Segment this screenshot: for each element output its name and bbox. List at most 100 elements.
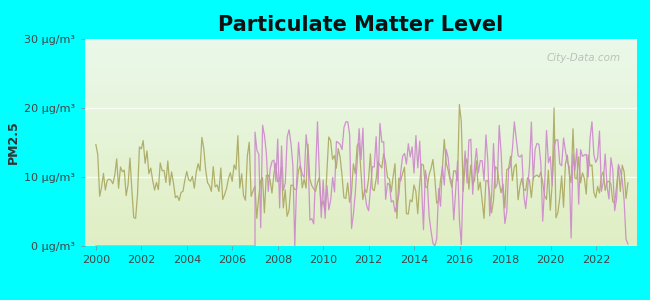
Bar [84, 90, 637, 91]
Bar [84, 235, 637, 236]
Bar [84, 147, 637, 148]
Bar [84, 70, 637, 71]
Bar [84, 117, 637, 118]
Bar [84, 140, 637, 142]
Bar [84, 243, 637, 244]
Bar [84, 41, 637, 42]
Bar [84, 164, 637, 165]
Bar [84, 145, 637, 146]
Bar [84, 107, 637, 108]
Bar [84, 116, 637, 117]
Bar [84, 129, 637, 130]
Bar [84, 80, 637, 81]
Bar [84, 234, 637, 235]
Bar [84, 155, 637, 156]
Bar [84, 152, 637, 153]
Bar [84, 108, 637, 110]
Bar [84, 60, 637, 61]
Bar [84, 130, 637, 131]
Bar [84, 194, 637, 195]
Bar [84, 113, 637, 115]
Title: Particulate Matter Level: Particulate Matter Level [218, 15, 503, 35]
Bar [84, 135, 637, 136]
Bar [84, 168, 637, 169]
Bar [84, 188, 637, 189]
Bar [84, 132, 637, 133]
Bar [84, 59, 637, 60]
Bar [84, 118, 637, 119]
Bar [84, 64, 637, 65]
Bar [84, 162, 637, 163]
Bar [84, 121, 637, 122]
Bar [84, 44, 637, 45]
Bar [84, 125, 637, 126]
Bar [84, 92, 637, 93]
Bar [84, 202, 637, 203]
Bar [84, 244, 637, 245]
Bar [84, 137, 637, 138]
Bar [84, 219, 637, 220]
Bar [84, 143, 637, 145]
Text: City-Data.com: City-Data.com [546, 53, 620, 64]
Bar [84, 159, 637, 160]
Bar [84, 47, 637, 48]
Bar [84, 195, 637, 196]
Bar [84, 69, 637, 70]
Bar [84, 40, 637, 41]
Bar [84, 61, 637, 62]
Bar [84, 240, 637, 241]
Bar [84, 216, 637, 217]
Bar [84, 205, 637, 206]
Bar [84, 148, 637, 149]
Bar [84, 136, 637, 137]
Bar [84, 190, 637, 191]
Bar [84, 98, 637, 99]
Bar [84, 207, 637, 208]
Bar [84, 52, 637, 53]
Bar [84, 184, 637, 185]
Bar [84, 175, 637, 176]
Bar [84, 245, 637, 246]
Bar [84, 181, 637, 182]
Bar [84, 58, 637, 59]
Bar [84, 45, 637, 46]
Bar [84, 99, 637, 100]
Bar [84, 106, 637, 107]
Bar [84, 101, 637, 102]
Bar [84, 110, 637, 111]
Bar [84, 39, 637, 40]
Bar [84, 146, 637, 147]
Bar [84, 237, 637, 238]
Bar [84, 230, 637, 232]
Bar [84, 187, 637, 188]
Bar [84, 78, 637, 80]
Bar [84, 93, 637, 94]
Bar [84, 123, 637, 124]
Bar [84, 154, 637, 155]
Bar [84, 73, 637, 74]
Bar [84, 51, 637, 52]
Bar [84, 226, 637, 227]
Bar [84, 133, 637, 134]
Bar [84, 95, 637, 96]
Bar [84, 232, 637, 234]
Bar [84, 74, 637, 75]
Bar [84, 48, 637, 49]
Bar [84, 82, 637, 83]
Bar [84, 55, 637, 56]
Bar [84, 242, 637, 243]
Bar [84, 173, 637, 175]
Bar [84, 127, 637, 128]
Bar [84, 119, 637, 120]
Bar [84, 189, 637, 190]
Bar [84, 97, 637, 98]
Bar [84, 215, 637, 216]
Bar [84, 65, 637, 66]
Bar [84, 239, 637, 240]
Bar [84, 182, 637, 183]
Bar [84, 166, 637, 167]
Bar [84, 124, 637, 125]
Bar [84, 66, 637, 67]
Bar [84, 75, 637, 76]
Bar [84, 83, 637, 85]
